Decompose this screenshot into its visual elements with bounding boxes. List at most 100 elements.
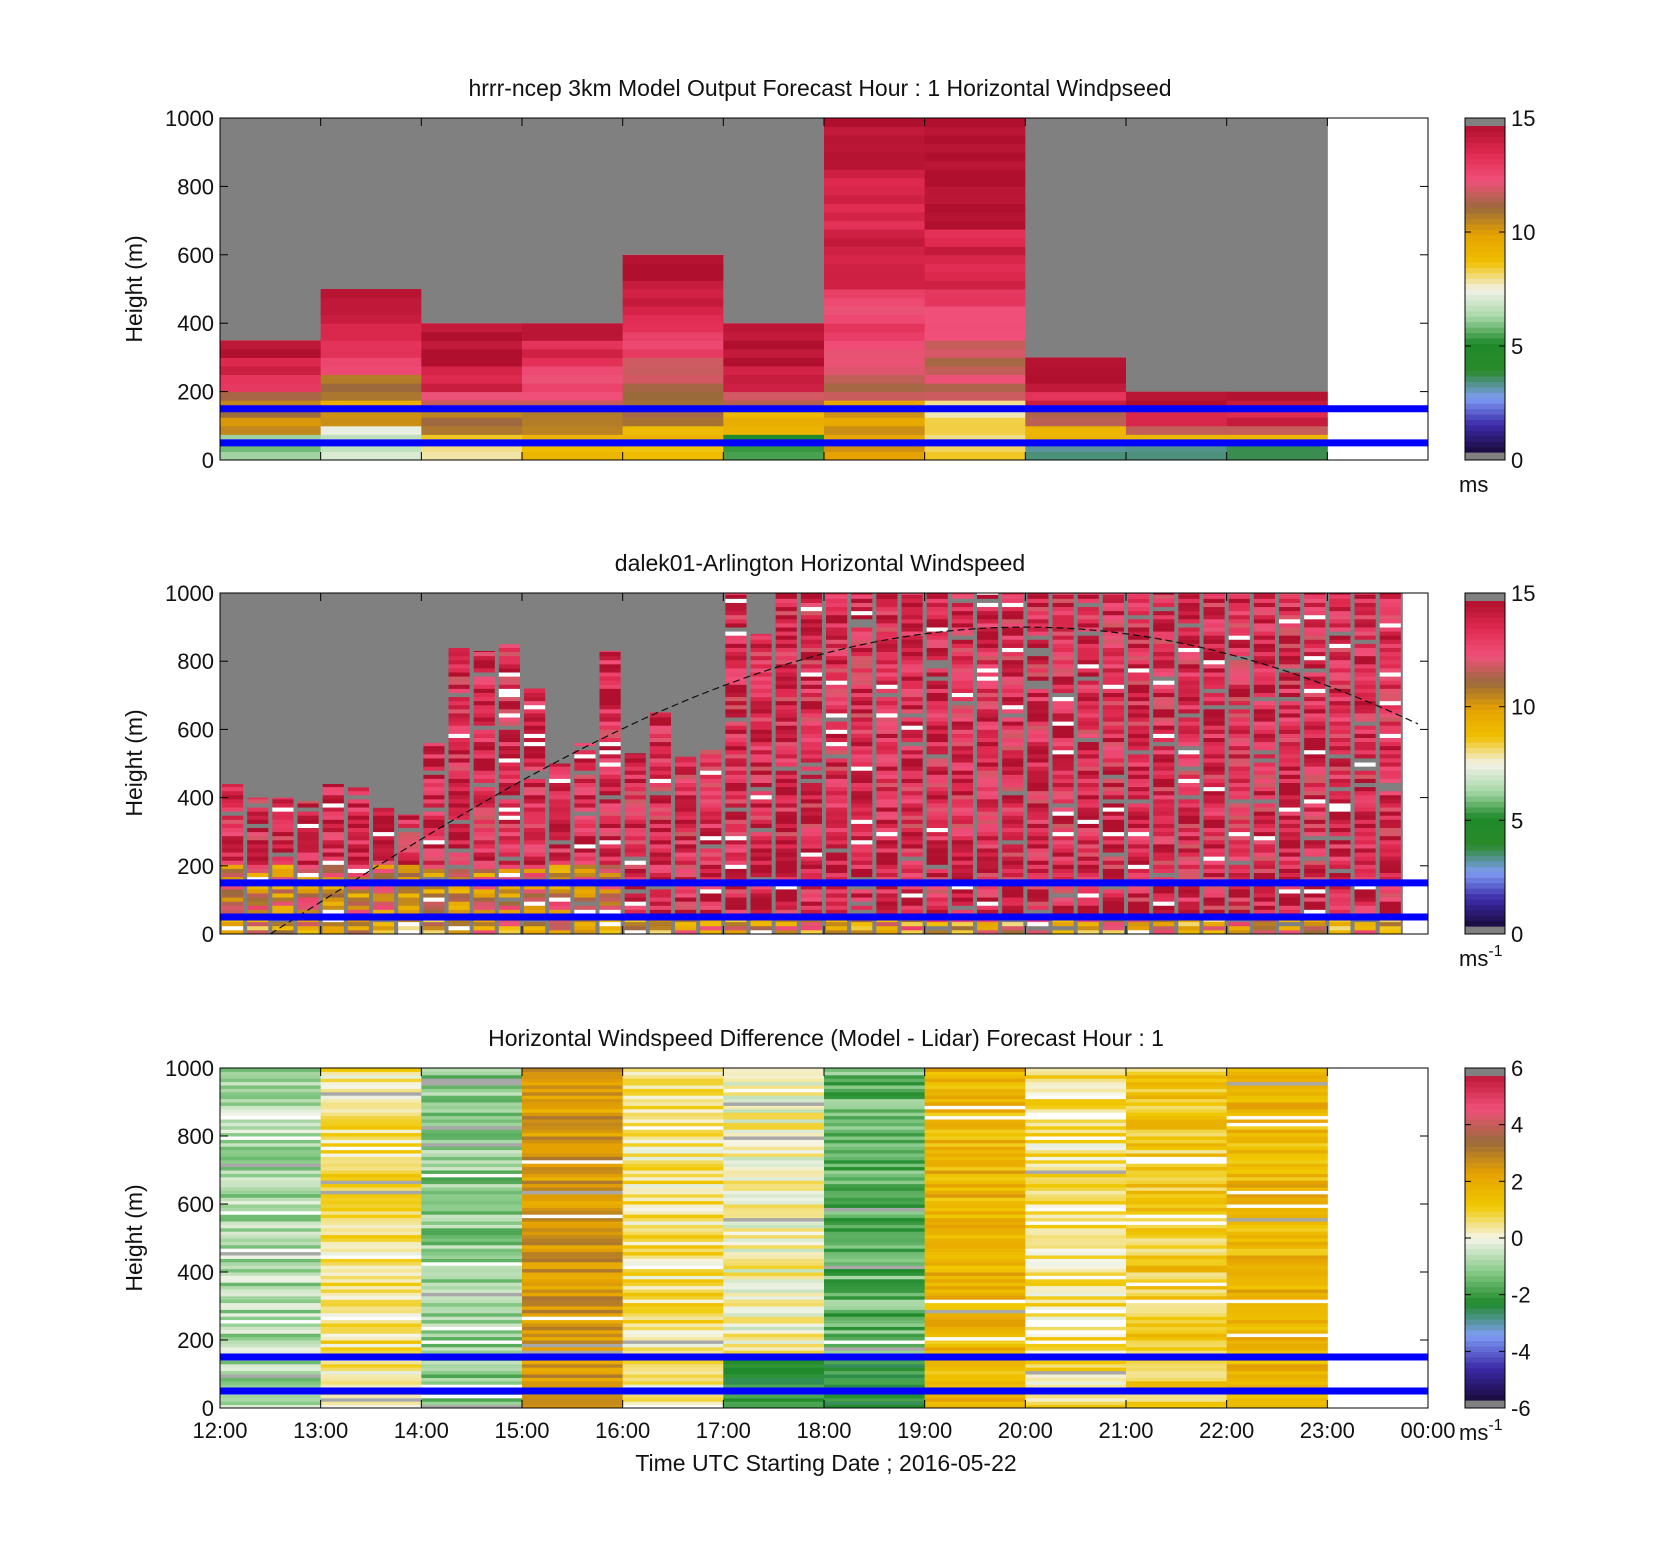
heatmap-cell	[1128, 655, 1150, 661]
heatmap-cell	[750, 713, 772, 718]
heatmap-cell	[322, 831, 344, 837]
heatmap-cell	[222, 835, 244, 841]
heatmap-cell	[1329, 893, 1351, 898]
heatmap-cell	[1379, 864, 1401, 869]
heatmap-cell	[599, 868, 621, 874]
heatmap-cell	[1203, 663, 1225, 669]
heatmap-cell	[826, 888, 848, 894]
colorbar-cell	[1465, 1119, 1505, 1126]
heatmap-cell	[824, 400, 926, 410]
heatmap-cell	[826, 823, 848, 829]
heatmap-cell	[272, 864, 294, 869]
heatmap-cell	[1128, 831, 1150, 837]
heatmap-cell	[1102, 623, 1124, 628]
heatmap-cell	[926, 921, 948, 927]
heatmap-cell	[800, 901, 822, 906]
heatmap-cell	[1052, 856, 1074, 861]
heatmap-cell	[1354, 852, 1376, 857]
heatmap-cell	[622, 1095, 724, 1100]
heatmap-cell	[1354, 901, 1376, 906]
heatmap-cell	[498, 766, 520, 771]
heatmap-cell	[1126, 1265, 1228, 1270]
heatmap-cell	[624, 860, 646, 865]
heatmap-cell	[1354, 725, 1376, 730]
heatmap-cell	[1279, 921, 1301, 927]
heatmap-cell	[775, 839, 797, 845]
colorbar-cell	[1465, 682, 1505, 689]
heatmap-cell	[1153, 782, 1175, 788]
heatmap-cell	[421, 1343, 523, 1348]
heatmap-cell	[320, 323, 422, 333]
heatmap-cell	[1226, 1275, 1328, 1280]
heatmap-cell	[1002, 676, 1024, 681]
heatmap-cell	[750, 676, 772, 681]
heatmap-cell	[1178, 766, 1200, 771]
heatmap-cell	[421, 1367, 523, 1372]
heatmap-cell	[1077, 725, 1099, 730]
heatmap-cell	[700, 868, 722, 874]
heatmap-cell	[622, 1312, 724, 1317]
heatmap-cell	[924, 1302, 1026, 1307]
heatmap-cell	[750, 672, 772, 677]
heatmap-cell	[926, 647, 948, 653]
heatmap-cell	[473, 929, 495, 935]
heatmap-cell	[1203, 696, 1225, 702]
heatmap-cell	[622, 1214, 724, 1219]
heatmap-cell	[1128, 651, 1150, 657]
colorbar-cell	[1465, 790, 1505, 797]
heatmap-cell	[1279, 827, 1301, 833]
heatmap-cell	[1279, 888, 1301, 894]
heatmap-cell	[272, 823, 294, 829]
heatmap-cell	[1329, 725, 1351, 730]
heatmap-cell	[1128, 790, 1150, 796]
heatmap-cell	[926, 864, 948, 869]
heatmap-cell	[977, 758, 999, 763]
heatmap-cell	[924, 1336, 1026, 1341]
heatmap-cell	[851, 639, 873, 644]
heatmap-cell	[1279, 692, 1301, 698]
heatmap-cell	[1228, 921, 1250, 927]
heatmap-cell	[951, 704, 973, 710]
heatmap-cell	[421, 1200, 523, 1205]
heatmap-cell	[924, 1153, 1026, 1157]
heatmap-cell	[1025, 1404, 1127, 1409]
heatmap-cell	[725, 655, 747, 661]
heatmap-cell	[297, 921, 319, 927]
heatmap-cell	[675, 921, 697, 927]
heatmap-cell	[1077, 872, 1099, 878]
heatmap-cell	[951, 852, 973, 857]
panel-title: hrrr-ncep 3km Model Output Forecast Hour…	[468, 75, 1171, 101]
heatmap-cell	[1354, 704, 1376, 710]
heatmap-cell	[398, 925, 420, 931]
heatmap-cell	[926, 606, 948, 612]
heatmap-cell	[1279, 684, 1301, 689]
heatmap-cell	[1027, 610, 1049, 616]
heatmap-cell	[448, 798, 470, 804]
heatmap-cell	[622, 1397, 724, 1402]
x-tick-label: 19:00	[897, 1418, 952, 1443]
heatmap-cell	[924, 1251, 1026, 1256]
heatmap-cell	[1178, 827, 1200, 833]
heatmap-cell	[1329, 921, 1351, 927]
heatmap-cell	[1052, 790, 1074, 796]
heatmap-cell	[622, 442, 724, 452]
heatmap-cell	[800, 606, 822, 612]
colorbar-cell	[1465, 660, 1505, 667]
heatmap-cell	[320, 1299, 422, 1304]
heatmap-cell	[473, 798, 495, 804]
heatmap-cell	[1253, 782, 1275, 788]
heatmap-cell	[320, 417, 422, 427]
heatmap-cell	[448, 794, 470, 800]
heatmap-cell	[1354, 627, 1376, 632]
heatmap-cell	[977, 848, 999, 853]
heatmap-cell	[824, 1329, 926, 1334]
heatmap-cell	[220, 1370, 322, 1375]
heatmap-cell	[723, 1261, 825, 1266]
heatmap-cell	[1077, 704, 1099, 710]
heatmap-cell	[1002, 929, 1024, 935]
heatmap-cell	[924, 340, 1026, 350]
heatmap-cell	[700, 807, 722, 812]
heatmap-cell	[1027, 843, 1049, 849]
heatmap-cell	[549, 843, 571, 849]
heatmap-cell	[1354, 594, 1376, 599]
